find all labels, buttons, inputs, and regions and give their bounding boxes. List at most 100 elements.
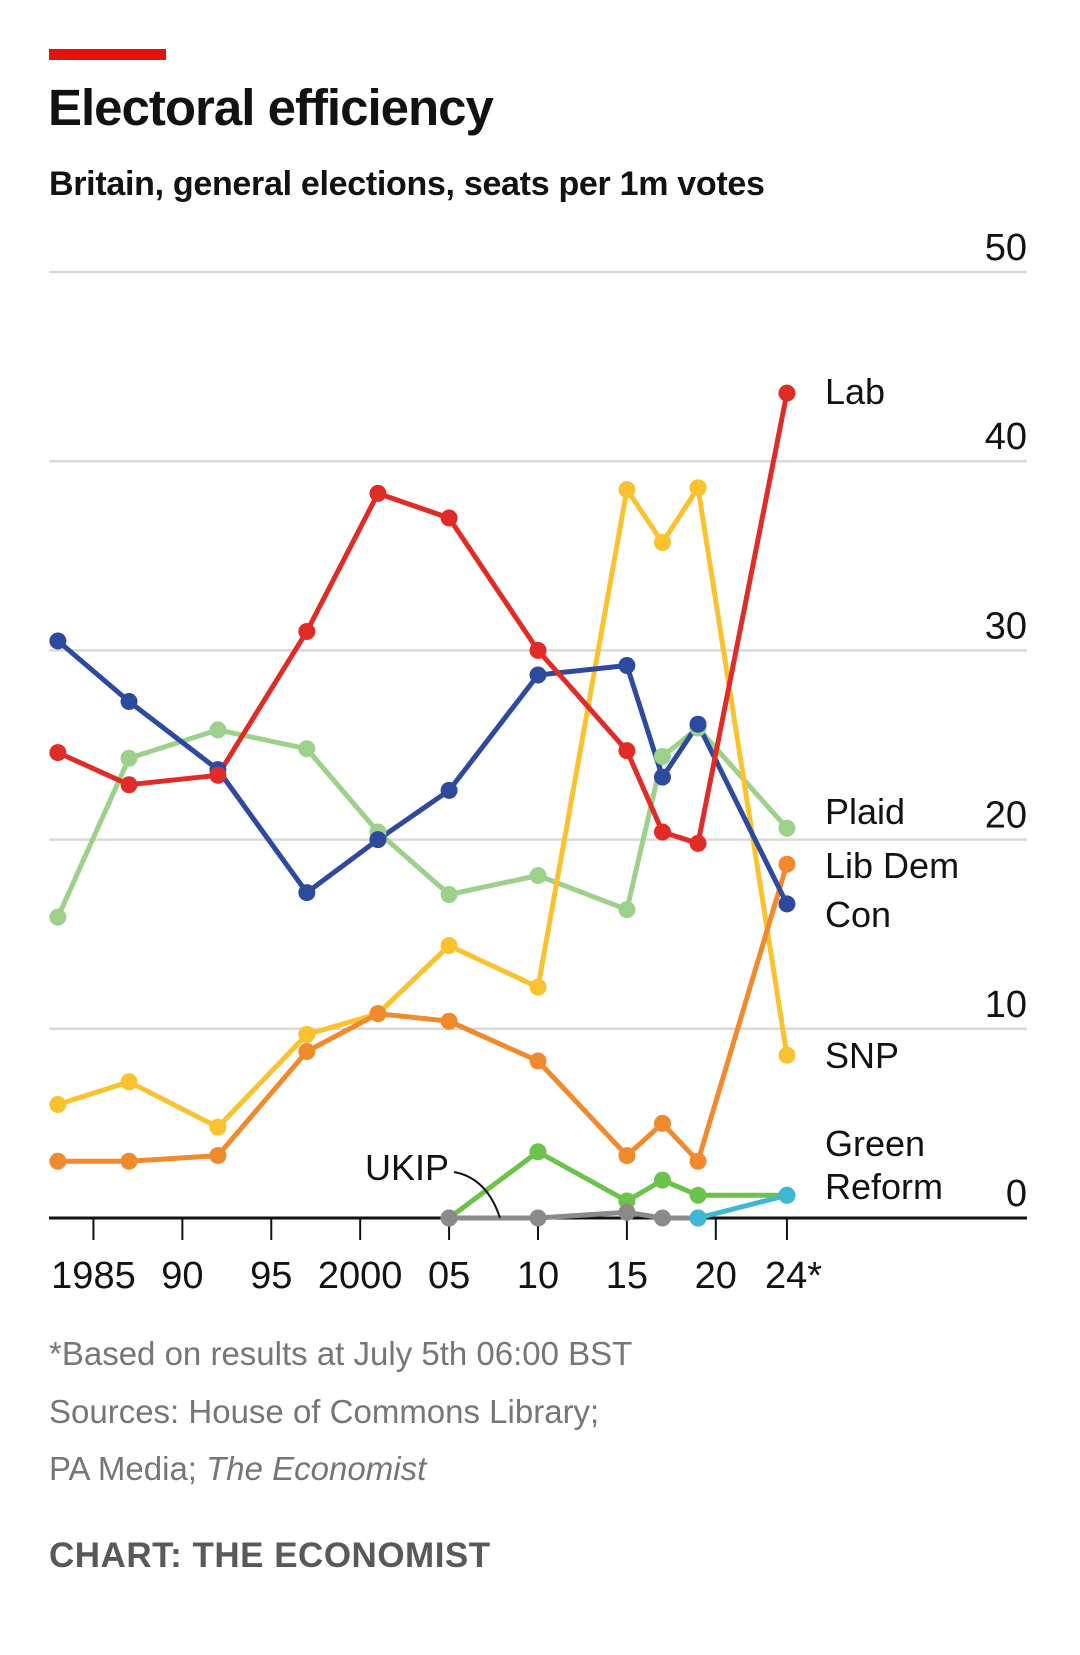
data-point-ukip-2017 — [653, 1209, 671, 1227]
data-point-lab-1987 — [120, 776, 138, 794]
data-point-lib-dem-1983 — [49, 1152, 67, 1170]
data-point-lab-2024 — [778, 384, 796, 402]
series-line-con — [55, 638, 790, 907]
data-point-snp-2024 — [778, 1046, 796, 1064]
data-point-plaid-1983 — [49, 908, 67, 926]
data-point-green-2017 — [653, 1171, 671, 1189]
chart-credit: CHART: THE ECONOMIST — [49, 1536, 491, 1575]
data-point-plaid-2024 — [778, 819, 796, 837]
data-point-snp-1983 — [49, 1095, 67, 1113]
data-point-snp-2010 — [529, 978, 547, 996]
data-point-plaid-2010 — [529, 867, 547, 885]
data-point-con-2019 — [689, 715, 707, 733]
data-point-con-1987 — [120, 692, 138, 710]
data-point-lib-dem-2015 — [618, 1147, 636, 1165]
x-tick-label-2000: 2000 — [318, 1255, 403, 1297]
series-lines — [55, 390, 790, 1221]
data-point-plaid-1987 — [120, 749, 138, 767]
series-label-lab: Lab — [825, 371, 885, 412]
data-point-snp-2017 — [653, 534, 671, 552]
sources-line-2: PA Media; The Economist — [49, 1450, 426, 1488]
series-label-con: Con — [825, 894, 891, 935]
data-point-snp-1997 — [298, 1025, 316, 1043]
sources-line-2-text: PA Media; — [49, 1450, 207, 1487]
x-axis: 1985 90 95 2000 05 10 15 20 24* — [49, 1216, 1027, 1297]
data-point-lib-dem-1997 — [298, 1043, 316, 1061]
series-label-snp: SNP — [825, 1035, 899, 1076]
data-point-green-2010 — [529, 1143, 547, 1161]
series-label-plaid: Plaid — [825, 791, 905, 832]
data-point-lib-dem-2010 — [529, 1052, 547, 1070]
data-point-plaid-2017 — [653, 747, 671, 765]
footnote: *Based on results at July 5th 06:00 BST — [49, 1335, 633, 1372]
data-point-plaid-2015 — [618, 901, 636, 919]
data-point-ukip-2010 — [529, 1209, 547, 1227]
sources-line-1: Sources: House of Commons Library; — [49, 1393, 600, 1430]
series-label-ukip: UKIP — [365, 1147, 449, 1188]
data-point-con-2015 — [618, 657, 636, 675]
series-labels: Lab Plaid Lib Dem Con SNP Green Reform U… — [365, 371, 959, 1219]
data-point-plaid-2005 — [440, 885, 458, 903]
data-point-snp-2015 — [618, 481, 636, 499]
data-point-con-2005 — [440, 781, 458, 799]
y-tick-label-40: 40 — [985, 416, 1027, 458]
data-point-plaid-1992 — [209, 721, 227, 739]
data-point-con-1983 — [49, 632, 67, 650]
data-point-lib-dem-2017 — [653, 1114, 671, 1132]
data-point-con-2001 — [369, 831, 387, 849]
x-tick-label-2024: 24* — [765, 1255, 822, 1297]
data-point-lib-dem-2024 — [778, 855, 796, 873]
data-point-con-2017 — [653, 768, 671, 786]
data-point-snp-1987 — [120, 1073, 138, 1091]
x-tick-label-1995: 95 — [250, 1255, 292, 1297]
data-point-lab-2010 — [529, 641, 547, 659]
data-point-lab-2015 — [618, 742, 636, 760]
data-point-lab-1997 — [298, 622, 316, 640]
series-line-green — [446, 1149, 790, 1221]
data-point-lab-1983 — [49, 744, 67, 762]
data-point-reform-2019 — [689, 1209, 707, 1227]
x-tick-label-2010: 10 — [517, 1255, 559, 1297]
data-point-lab-2017 — [653, 823, 671, 841]
x-tick-label-1990: 90 — [161, 1255, 203, 1297]
y-tick-label-10: 10 — [985, 984, 1027, 1026]
series-label-green: Green — [825, 1123, 925, 1164]
sources-line-2-publication: The Economist — [206, 1450, 427, 1487]
x-tick-label-2015: 15 — [606, 1255, 648, 1297]
x-tick-label-2005: 05 — [428, 1255, 470, 1297]
data-point-lib-dem-2019 — [689, 1152, 707, 1170]
y-tick-label-30: 30 — [985, 605, 1027, 647]
series-line-reform — [695, 1192, 790, 1221]
data-point-lab-2005 — [440, 509, 458, 527]
chart-subtitle: Britain, general elections, seats per 1m… — [49, 165, 765, 203]
data-point-con-2010 — [529, 666, 547, 684]
data-point-green-2019 — [689, 1186, 707, 1204]
data-point-snp-2019 — [689, 479, 707, 497]
ukip-label-leader-line — [453, 1171, 501, 1219]
accent-bar — [49, 49, 166, 60]
series-line-lib-dem — [55, 861, 790, 1164]
series-label-reform: Reform — [825, 1166, 943, 1207]
y-tick-label-20: 20 — [985, 795, 1027, 837]
data-point-snp-1992 — [209, 1118, 227, 1136]
y-tick-label-0: 0 — [1006, 1173, 1027, 1215]
data-point-plaid-1997 — [298, 740, 316, 758]
y-tick-label-50: 50 — [985, 227, 1027, 269]
data-point-lab-2019 — [689, 834, 707, 852]
data-point-lib-dem-1992 — [209, 1147, 227, 1165]
x-tick-label-2020: 20 — [695, 1255, 737, 1297]
series-points — [49, 384, 796, 1227]
chart-title: Electoral efficiency — [48, 79, 494, 136]
data-point-ukip-2005 — [440, 1209, 458, 1227]
series-label-lib-dem: Lib Dem — [825, 845, 959, 886]
data-point-lib-dem-1987 — [120, 1152, 138, 1170]
data-point-snp-2005 — [440, 937, 458, 955]
data-point-lab-1992 — [209, 766, 227, 784]
x-tick-label-1985: 1985 — [51, 1255, 136, 1297]
data-point-reform-2024 — [778, 1186, 796, 1204]
data-point-lib-dem-2001 — [369, 1005, 387, 1023]
data-point-con-1997 — [298, 884, 316, 902]
data-point-lib-dem-2005 — [440, 1012, 458, 1030]
data-point-lab-2001 — [369, 484, 387, 502]
data-point-con-2024 — [778, 895, 796, 913]
